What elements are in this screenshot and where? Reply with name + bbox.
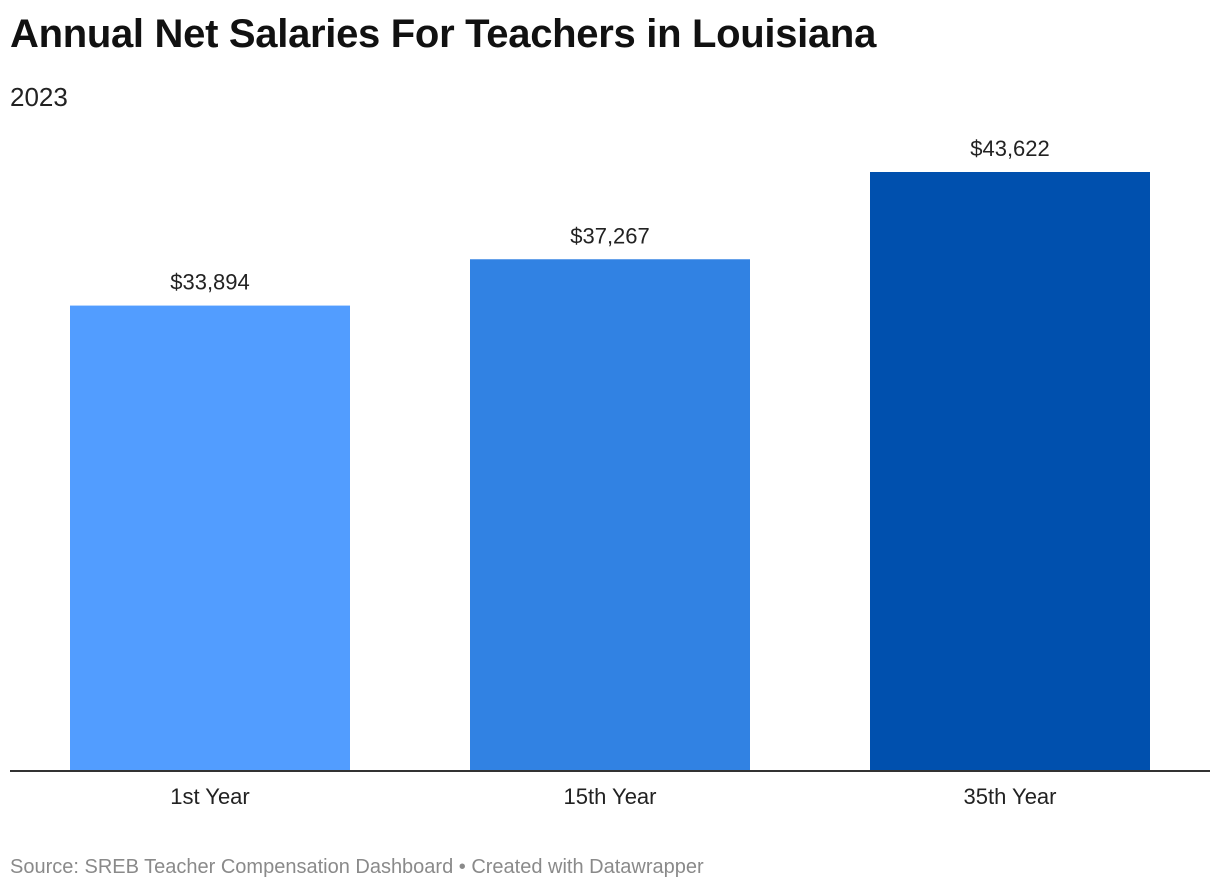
chart-subtitle: 2023 bbox=[10, 82, 68, 112]
value-label: $37,267 bbox=[570, 223, 650, 248]
x-tick-label: 35th Year bbox=[964, 784, 1057, 809]
bars-group bbox=[70, 172, 1150, 771]
bar-15th-year bbox=[470, 259, 750, 771]
value-label: $33,894 bbox=[170, 270, 250, 295]
bar-35th-year bbox=[870, 172, 1150, 771]
value-label: $43,622 bbox=[970, 136, 1050, 161]
source-footer: Source: SREB Teacher Compensation Dashbo… bbox=[10, 856, 704, 878]
chart-title: Annual Net Salaries For Teachers in Loui… bbox=[10, 12, 877, 56]
value-labels-group: $33,894 $37,267 $43,622 bbox=[170, 136, 1050, 295]
x-tick-label: 1st Year bbox=[170, 784, 250, 809]
bar-1st-year bbox=[70, 305, 350, 771]
x-tick-labels-group: 1st Year 15th Year 35th Year bbox=[170, 784, 1056, 809]
bar-chart: $33,894 $37,267 $43,622 1st Year 15th Year 3… bbox=[10, 136, 1210, 809]
x-tick-label: 15th Year bbox=[564, 784, 657, 809]
